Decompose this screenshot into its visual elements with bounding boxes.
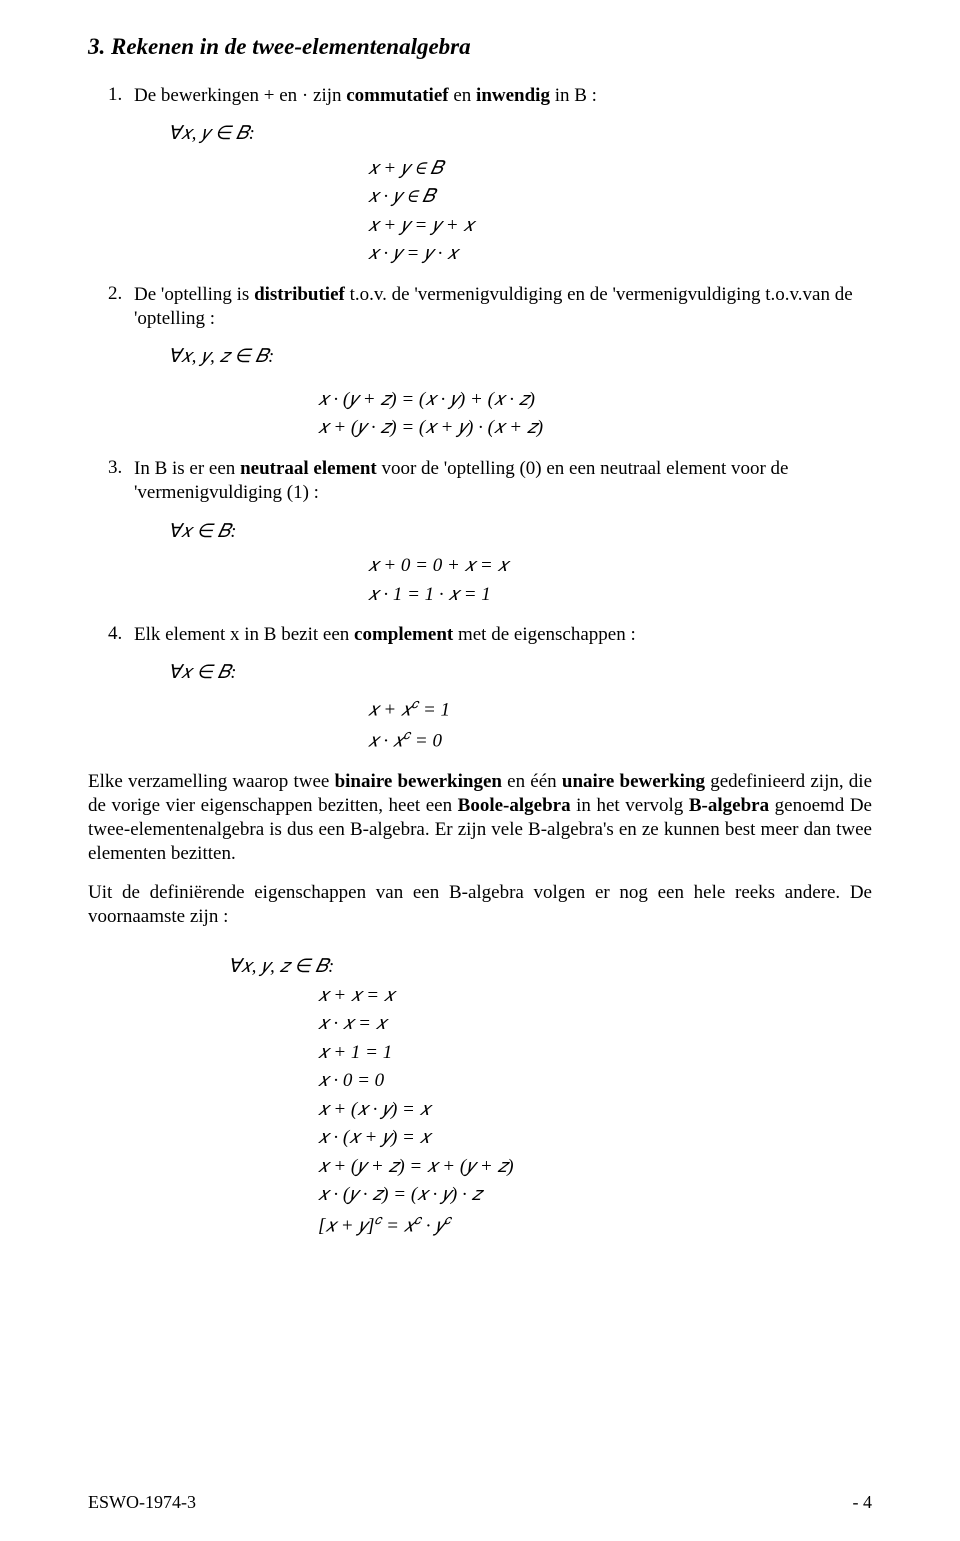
spacer bbox=[88, 443, 872, 457]
footer-left: ESWO-1974-3 bbox=[88, 1492, 196, 1513]
math-line: [𝑥 + 𝑦]𝑐 = 𝑥𝑐 · 𝑦𝑐 bbox=[318, 1210, 872, 1241]
list-number: 4. bbox=[108, 623, 134, 647]
list-content: In B is er een neutraal element voor de … bbox=[134, 457, 872, 506]
b: unaire bewerking bbox=[562, 771, 705, 792]
math-line: 𝑥 + 0 = 0 + 𝑥 = 𝑥 bbox=[368, 552, 872, 581]
list-item-1: 1. De bewerkingen + en · zijn commutatie… bbox=[108, 84, 872, 108]
math-line: 𝑥 + (𝑥 · 𝑦) = 𝑥 bbox=[318, 1096, 872, 1125]
t: in het vervolg bbox=[571, 795, 689, 816]
m: 𝑥 + 𝑥 bbox=[368, 699, 412, 720]
math-line: 𝑥 · (𝑦 · 𝑧) = (𝑥 · 𝑦) · 𝑧 bbox=[318, 1181, 872, 1210]
m: = 𝑥 bbox=[381, 1215, 414, 1236]
sup: 𝑐 bbox=[444, 1212, 451, 1227]
bold: complement bbox=[354, 624, 453, 645]
math-quantifier-3: ∀𝑥 ∈ 𝐵: bbox=[168, 518, 872, 547]
math-line: 𝑥 + 1 = 1 bbox=[318, 1039, 872, 1068]
math-line: 𝑥 · 0 = 0 bbox=[318, 1067, 872, 1096]
bold: neutraal element bbox=[240, 458, 377, 479]
text: Elk element x in B bezit een bbox=[134, 624, 354, 645]
paragraph-boole: Elke verzamelling waarop twee binaire be… bbox=[88, 770, 872, 867]
m: 𝑥 · 𝑥 bbox=[368, 730, 403, 751]
math-line: 𝑥 + (𝑦 + 𝑧) = 𝑥 + (𝑦 + 𝑧) bbox=[318, 1153, 872, 1182]
spacer bbox=[88, 609, 872, 623]
math-line: 𝑥 + 𝑦 = 𝑦 + 𝑥 bbox=[368, 212, 872, 241]
list-number: 3. bbox=[108, 457, 134, 506]
list-content: De bewerkingen + en · zijn commutatief e… bbox=[134, 84, 872, 108]
text: De bewerkingen + en · zijn bbox=[134, 85, 346, 106]
sup: 𝑐 bbox=[414, 1212, 421, 1227]
spacer bbox=[88, 943, 872, 953]
math-quantifier-2: ∀𝑥, 𝑦, 𝑧 ∈ 𝐵: bbox=[168, 343, 872, 372]
math-line: 𝑥 + 𝑦 ∈ 𝐵 bbox=[368, 155, 872, 184]
b: Boole-algebra bbox=[458, 795, 571, 816]
footer: ESWO-1974-3 - 4 bbox=[88, 1492, 872, 1513]
math-line: 𝑥 · 1 = 1 · 𝑥 = 1 bbox=[368, 581, 872, 610]
t: en één bbox=[502, 771, 562, 792]
math-line: 𝑥 + 𝑥𝑐 = 1 bbox=[368, 694, 872, 725]
math-quantifier-1: ∀𝑥, 𝑦 ∈ 𝐵: bbox=[168, 120, 872, 149]
text: en bbox=[449, 85, 476, 106]
math-line: 𝑥 · (𝑥 + 𝑦) = 𝑥 bbox=[318, 1124, 872, 1153]
list-item-3: 3. In B is er een neutraal element voor … bbox=[108, 457, 872, 506]
paragraph-props: Uit de definiërende eigenschappen van ee… bbox=[88, 881, 872, 930]
list-content: De 'optelling is distributief t.o.v. de … bbox=[134, 283, 872, 332]
page: 3. Rekenen in de twee-elementenalgebra 1… bbox=[0, 0, 960, 1541]
footer-right: - 4 bbox=[853, 1492, 873, 1513]
list-item-4: 4. Elk element x in B bezit een compleme… bbox=[108, 623, 872, 647]
text: met de eigenschappen : bbox=[453, 624, 636, 645]
m: = 0 bbox=[410, 730, 442, 751]
list-content: Elk element x in B bezit een complement … bbox=[134, 623, 872, 647]
m: [𝑥 + 𝑦] bbox=[318, 1215, 375, 1236]
math-line: 𝑥 + (𝑦 · 𝑧) = (𝑥 + 𝑦) · (𝑥 + 𝑧) bbox=[318, 414, 872, 443]
list-number: 2. bbox=[108, 283, 134, 332]
m: = 1 bbox=[418, 699, 450, 720]
b: binaire bewerkingen bbox=[335, 771, 502, 792]
math-quantifier-4: ∀𝑥 ∈ 𝐵: bbox=[168, 659, 872, 688]
bold: distributief bbox=[254, 284, 345, 305]
b: B-algebra bbox=[689, 795, 769, 816]
math-quantifier-5: ∀𝑥, 𝑦, 𝑧 ∈ 𝐵: bbox=[228, 953, 872, 982]
bold: inwendig bbox=[476, 85, 550, 106]
section-heading: 3. Rekenen in de twee-elementenalgebra bbox=[88, 34, 872, 60]
spacer bbox=[88, 378, 872, 386]
bold: commutatief bbox=[346, 85, 448, 106]
m: · 𝑦 bbox=[421, 1215, 444, 1236]
math-line: 𝑥 · 𝑦 = 𝑦 · 𝑥 bbox=[368, 240, 872, 269]
math-line: 𝑥 · 𝑥 = 𝑥 bbox=[318, 1010, 872, 1039]
t: Elke verzamelling waarop twee bbox=[88, 771, 335, 792]
list-number: 1. bbox=[108, 84, 134, 108]
math-line: 𝑥 · (𝑦 + 𝑧) = (𝑥 · 𝑦) + (𝑥 · 𝑧) bbox=[318, 386, 872, 415]
math-line: 𝑥 · 𝑥𝑐 = 0 bbox=[368, 725, 872, 756]
text: in B : bbox=[550, 85, 597, 106]
math-line: 𝑥 + 𝑥 = 𝑥 bbox=[318, 982, 872, 1011]
spacer bbox=[88, 269, 872, 283]
text: In B is er een bbox=[134, 458, 240, 479]
text: De 'optelling is bbox=[134, 284, 254, 305]
math-line: 𝑥 · 𝑦 ∈ 𝐵 bbox=[368, 183, 872, 212]
list-item-2: 2. De 'optelling is distributief t.o.v. … bbox=[108, 283, 872, 332]
